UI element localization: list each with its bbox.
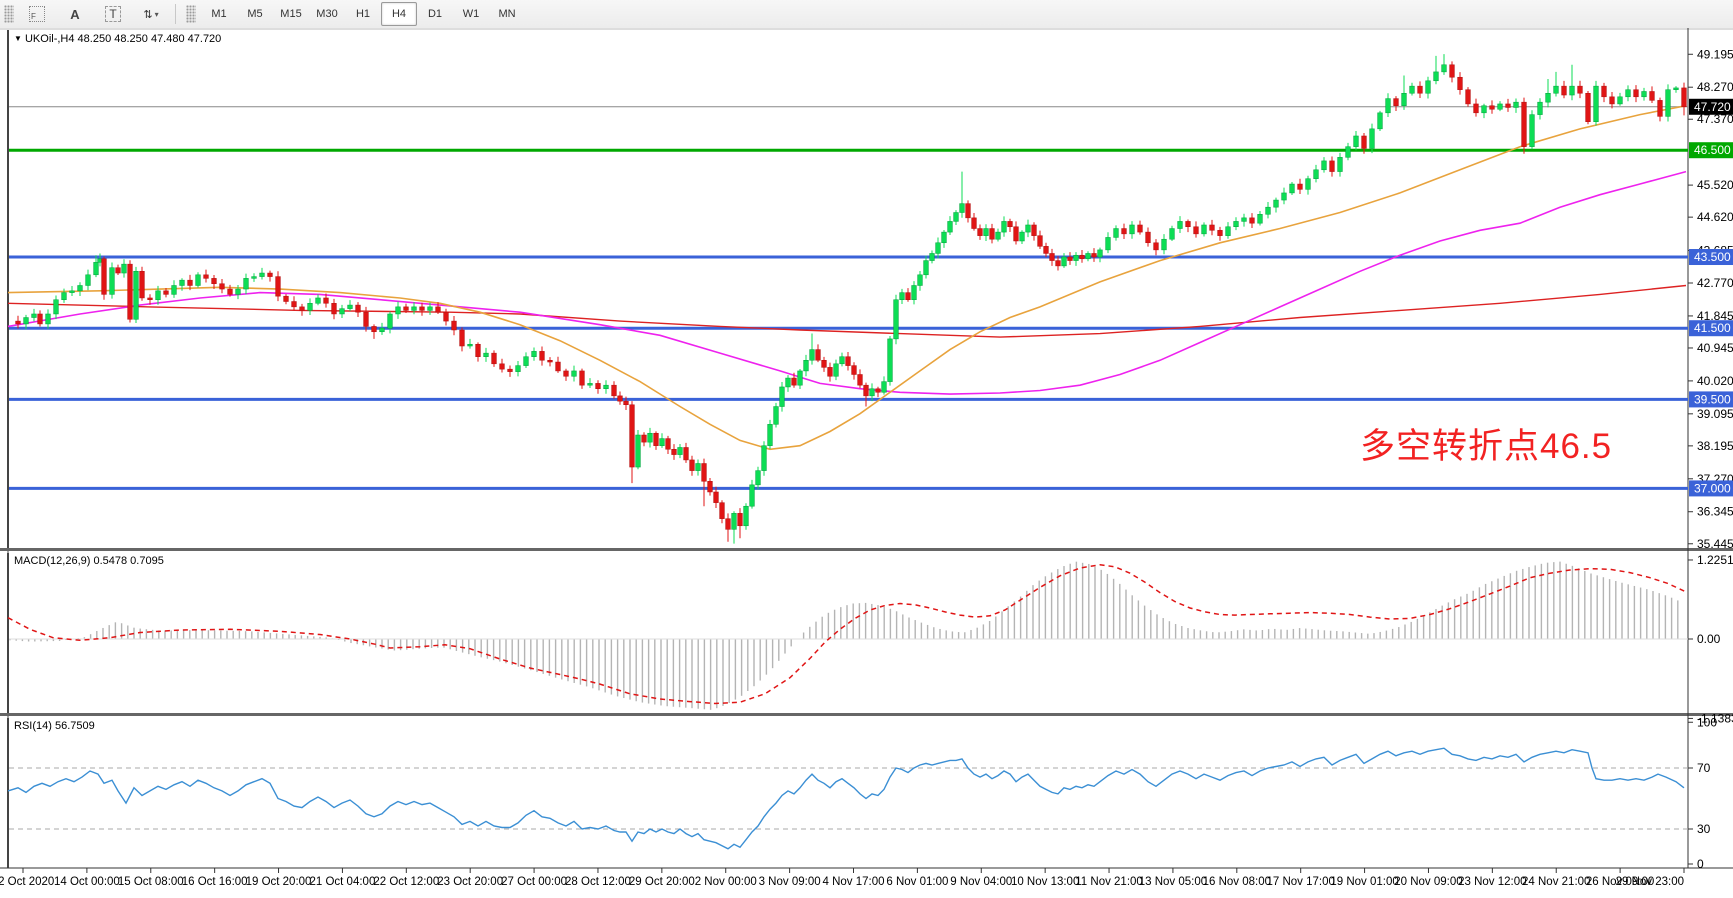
timeframe-button-d1[interactable]: D1 [427, 8, 443, 20]
date-axis-label[interactable]: 3 Nov 09:00 [759, 876, 821, 888]
cycle-arrows-button[interactable]: ⇅ ▾ [133, 2, 169, 26]
date-axis-label[interactable]: 26 Nov 09:00 [1586, 876, 1654, 888]
grid-icon: F [29, 6, 45, 22]
price-tick-label: 35.445 [1697, 537, 1733, 551]
rsi-axis-label: 30 [1697, 822, 1711, 836]
price-tick-label: 40.020 [1697, 374, 1733, 388]
chevron-down-icon: ▾ [154, 9, 159, 19]
macd-indicator-label: MACD(12,26,9) 0.5478 0.7095 [14, 555, 164, 567]
date-axis-label[interactable]: 6 Nov 01:00 [886, 876, 948, 888]
timeframe-button-mn[interactable]: MN [498, 8, 516, 20]
symbol-title: ▼ UKOil-,H4 48.250 48.250 47.480 47.720 [14, 33, 221, 45]
date-axis-label[interactable]: 29 Nov 23:00 [1616, 876, 1684, 888]
date-axis-label[interactable]: 22 Oct 12:00 [373, 876, 439, 888]
timeframe-button-h1[interactable]: H1 [355, 8, 371, 20]
timeframe-button-group: M1 M5 M15 M30 H1 H4 D1 W1 MN [201, 2, 525, 26]
rsi-line [7, 747, 1685, 850]
toolbars-icon[interactable]: F [19, 2, 55, 26]
toolbar-grip-2[interactable] [186, 5, 196, 23]
date-axis-label[interactable]: 19 Nov 01:00 [1330, 876, 1398, 888]
price-tick-label: 47.370 [1697, 112, 1733, 126]
price-tick-label: 36.345 [1697, 505, 1733, 519]
price-tag-47.72: 47.720 [1694, 100, 1731, 114]
date-axis-label[interactable]: 2 Nov 00:00 [695, 876, 757, 888]
date-axis-label[interactable]: 16 Oct 16:00 [182, 876, 248, 888]
text-label-tool-button[interactable]: A [57, 2, 93, 26]
price-tick-label: 49.195 [1697, 47, 1733, 61]
date-axis-label[interactable]: 13 Nov 05:00 [1139, 876, 1207, 888]
date-axis-label[interactable]: 20 Nov 09:00 [1394, 876, 1462, 888]
date-axis-label[interactable]: 27 Oct 00:00 [501, 876, 567, 888]
ma-mid-line [7, 170, 1687, 395]
price-tick-label: 48.270 [1697, 80, 1733, 94]
timeframe-button-m1[interactable]: M1 [211, 8, 227, 20]
date-axis-label[interactable]: 21 Oct 04:00 [309, 876, 375, 888]
date-axis-label[interactable]: 19 Oct 20:00 [246, 876, 312, 888]
chart-canvas[interactable]: 49.19548.27047.37045.52044.62043.68542.7… [0, 28, 1733, 898]
rsi-indicator-label: RSI(14) 56.7509 [14, 720, 95, 732]
price-tag-41.5: 41.500 [1694, 321, 1731, 335]
date-axis-label[interactable]: 23 Nov 12:00 [1458, 876, 1526, 888]
rsi-axis-label: 70 [1697, 761, 1711, 775]
date-axis-label[interactable]: 10 Nov 13:00 [1011, 876, 1079, 888]
price-tick-label: 44.620 [1697, 210, 1733, 224]
timeframe-button-w1[interactable]: W1 [462, 8, 480, 20]
ma-fast-line [7, 104, 1687, 451]
price-tick-label: 39.095 [1697, 407, 1733, 421]
macd-axis-label: 1.2251 [1697, 553, 1733, 567]
price-tick-label: 38.195 [1697, 439, 1733, 453]
macd-axis-label: 0.00 [1697, 632, 1721, 646]
timeframe-button-m30[interactable]: M30 [316, 8, 338, 20]
date-axis-label[interactable]: 14 Oct 00:00 [54, 876, 120, 888]
price-tag-39.5: 39.500 [1694, 392, 1731, 406]
symbol-ohlc-text: UKOil-,H4 48.250 48.250 47.480 47.720 [24, 33, 222, 45]
symbol-dropdown-icon[interactable]: ▼ [14, 34, 22, 43]
date-axis-label[interactable]: 16 Nov 08:00 [1203, 876, 1271, 888]
timeframe-button-h4[interactable]: H4 [381, 2, 417, 26]
date-axis-label[interactable]: 24 Nov 21:00 [1522, 876, 1590, 888]
price-tick-label: 42.770 [1697, 276, 1733, 290]
date-axis-label[interactable]: 4 Nov 17:00 [822, 876, 884, 888]
macd-axis-label: -1.1383 [1697, 711, 1733, 725]
macd-panel [9, 561, 1679, 710]
label-a-icon: A [70, 6, 80, 22]
timeframe-button-m15[interactable]: M15 [280, 8, 302, 20]
cycle-arrows-icon: ⇅ [143, 8, 153, 21]
price-tick-label: 40.945 [1697, 341, 1733, 355]
date-axis-label[interactable]: 9 Nov 04:00 [950, 876, 1012, 888]
price-tick-label: 45.520 [1697, 178, 1733, 192]
timeframe-button-m5[interactable]: M5 [247, 8, 263, 20]
date-axis-label[interactable]: 15 Oct 08:00 [118, 876, 184, 888]
text-t-icon: T [105, 6, 121, 22]
candlestick-series [15, 54, 1687, 544]
date-axis-label[interactable]: 23 Oct 20:00 [437, 876, 503, 888]
price-tick-label: 41.845 [1697, 309, 1733, 323]
date-axis-label[interactable]: 28 Oct 12:00 [565, 876, 631, 888]
price-tag-46.5: 46.500 [1694, 143, 1731, 157]
date-axis-label[interactable]: 29 Oct 20:00 [629, 876, 695, 888]
date-axis-label[interactable]: 12 Oct 2020 [0, 876, 54, 888]
toolbar-separator [175, 4, 176, 24]
price-tag-37: 37.000 [1694, 481, 1731, 495]
rsi-axis-label: 100 [1697, 715, 1717, 729]
date-axis-label[interactable]: 17 Nov 17:00 [1266, 876, 1334, 888]
toolbar-grip[interactable] [4, 5, 14, 23]
toolbar: F A T ⇅ ▾ M1 M5 M15 M30 H1 H4 D1 W1 MN [0, 0, 1733, 29]
rsi-axis-label: 0 [1697, 857, 1704, 871]
macd-signal-line [7, 564, 1687, 705]
price-tag-43.5: 43.500 [1694, 250, 1731, 264]
text-box-tool-button[interactable]: T [95, 2, 131, 26]
date-axis-label[interactable]: 11 Nov 21:00 [1075, 876, 1143, 888]
chart-annotation-text: 多空转折点46.5 [1360, 427, 1613, 466]
